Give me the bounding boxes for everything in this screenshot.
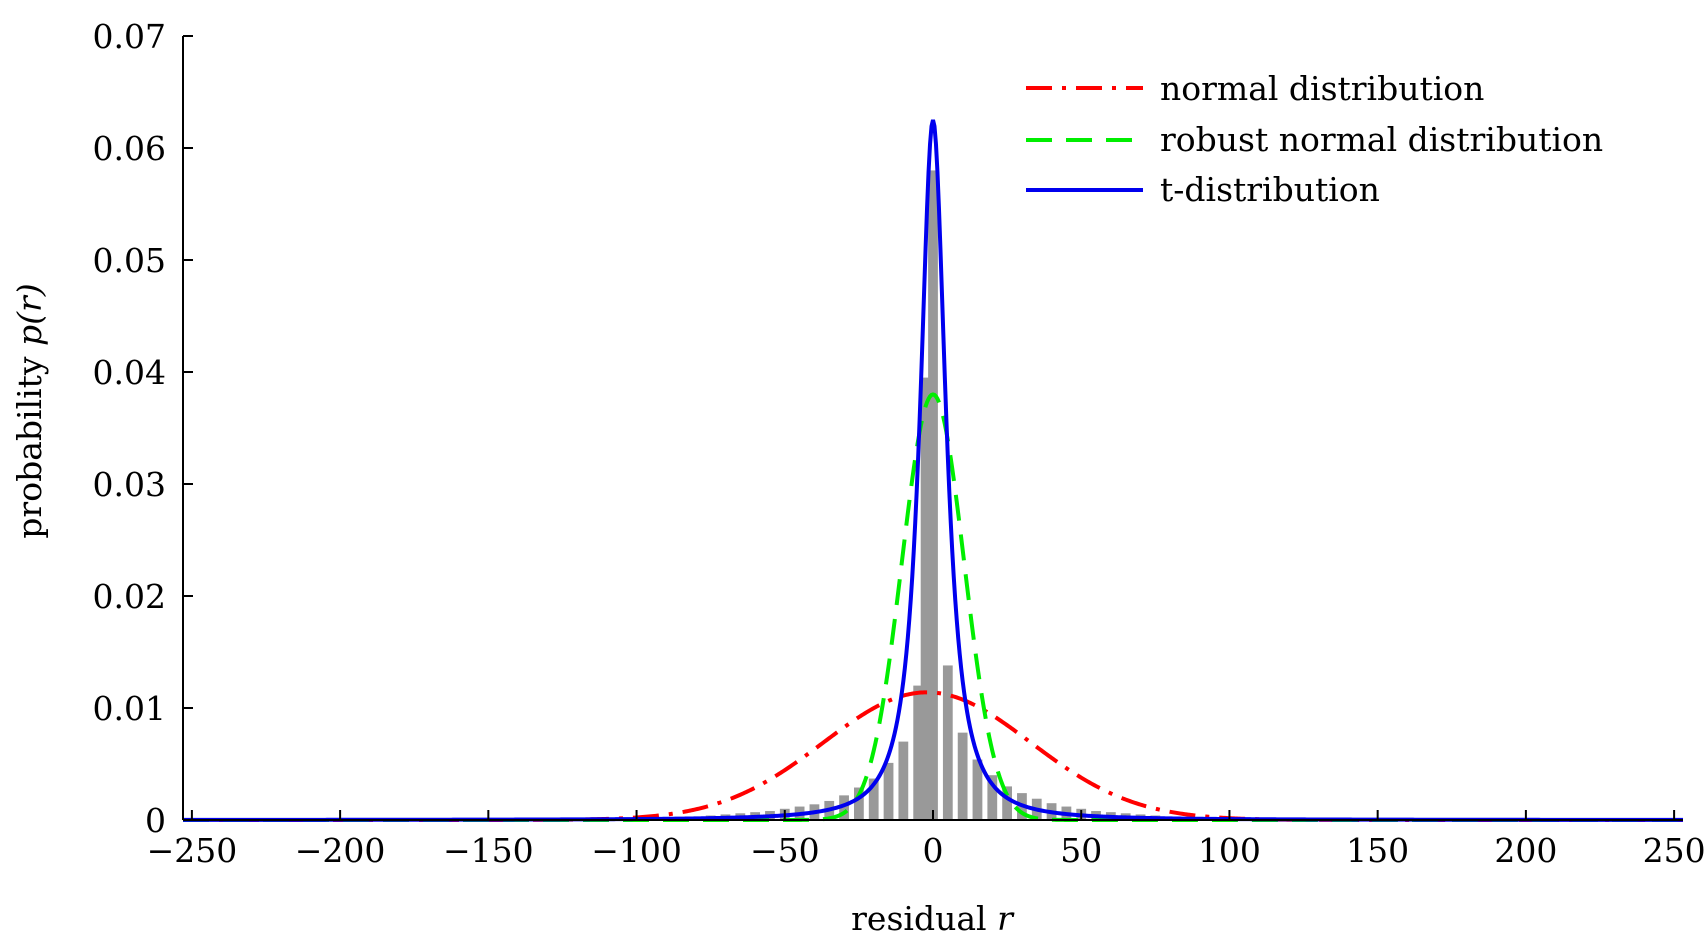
x-tick-label: −50 <box>750 831 820 870</box>
y-tick-label: 0.07 <box>93 17 166 56</box>
histogram-bar <box>883 762 894 820</box>
y-axis-title-var: p(r) <box>10 283 49 346</box>
y-tick-label: 0.06 <box>93 129 166 168</box>
histogram-bar <box>957 732 968 820</box>
histogram-bars <box>676 170 1190 820</box>
y-tick-label: 0.01 <box>93 689 166 728</box>
legend-label-robust: robust normal distribution <box>1160 120 1603 159</box>
x-tick-label: 250 <box>1643 831 1706 870</box>
histogram-bar <box>928 170 938 820</box>
histogram-bar <box>920 377 931 820</box>
x-axis-title: residual r <box>851 899 1015 938</box>
histogram-bar <box>913 685 924 820</box>
x-tick-label: −250 <box>147 831 238 870</box>
histogram-bar <box>972 759 983 820</box>
y-axis-ticks: 0 0.01 0.02 0.03 0.04 0.05 0.06 0.07 <box>93 17 193 840</box>
y-axis-title: probability p(r) <box>10 283 49 538</box>
y-axis-title-text: probability <box>10 356 49 539</box>
x-tick-label: 150 <box>1346 831 1409 870</box>
histogram-bar <box>1002 786 1013 820</box>
x-tick-label: −150 <box>443 831 534 870</box>
y-tick-label: 0.05 <box>93 241 166 280</box>
x-axis-title-var: r <box>997 899 1015 938</box>
x-axis-title-text: residual <box>851 899 986 938</box>
y-tick-label: 0 <box>145 801 166 840</box>
histogram-bar <box>942 665 953 820</box>
histogram-bar <box>898 741 909 820</box>
y-tick-label: 0.04 <box>93 353 166 392</box>
legend-label-t: t-distribution <box>1160 170 1380 209</box>
histogram-bar <box>853 787 864 820</box>
x-tick-label: 200 <box>1494 831 1557 870</box>
histogram-bar <box>868 778 879 820</box>
histogram-bar <box>839 795 849 820</box>
legend: normal distribution robust normal distri… <box>1026 69 1603 209</box>
x-tick-label: 50 <box>1060 831 1102 870</box>
y-tick-label: 0.03 <box>93 465 166 504</box>
x-tick-label: −200 <box>295 831 386 870</box>
x-tick-label: −100 <box>591 831 682 870</box>
x-axis-ticks: −250 −200 −150 −100 −50 0 50 100 150 200 250 <box>147 810 1706 870</box>
histogram-bar <box>987 775 998 820</box>
legend-label-normal: normal distribution <box>1160 69 1484 108</box>
y-tick-label: 0.02 <box>93 577 166 616</box>
x-tick-label: 0 <box>923 831 944 870</box>
x-tick-label: 100 <box>1198 831 1261 870</box>
